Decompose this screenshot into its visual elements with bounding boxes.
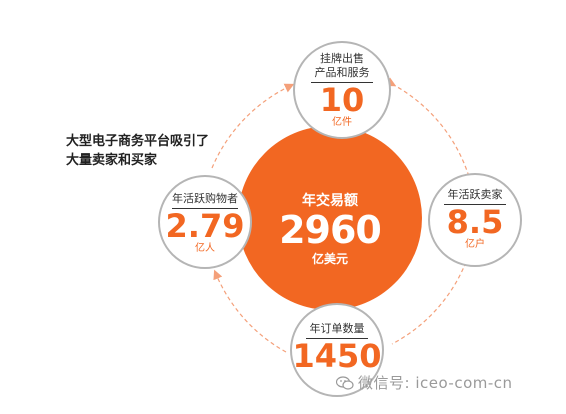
node-buyers-rule (172, 208, 238, 209)
node-listings: 挂牌出售 产品和服务 10 亿件 (297, 52, 387, 129)
node-buyers-unit: 亿人 (195, 243, 215, 254)
wechat-icon (336, 376, 354, 390)
watermark: 微信号: iceo-com-cn (336, 372, 513, 393)
center-stat: 年交易额 2960 亿美元 (260, 190, 400, 267)
node-orders-rule (306, 338, 368, 339)
node-listings-unit: 亿件 (332, 117, 352, 128)
node-sellers: 年活跃卖家 8.5 亿户 (430, 188, 520, 251)
flow-arrow-top-right (385, 77, 471, 181)
headline: 大型电子商务平台吸引了 大量卖家和买家 (66, 132, 209, 170)
node-sellers-rule (444, 204, 506, 205)
node-sellers-unit: 亿户 (465, 239, 485, 250)
watermark-text: 微信号: iceo-com-cn (358, 374, 513, 392)
node-listings-rule (311, 82, 373, 83)
node-circle-top (293, 41, 391, 139)
node-buyers-label: 年活跃购物者 (172, 192, 238, 205)
node-listings-label-2: 产品和服务 (314, 66, 370, 79)
node-orders-label: 年订单数量 (309, 322, 365, 335)
node-sellers-value: 8.5 (446, 203, 504, 241)
center-unit: 亿美元 (311, 252, 348, 266)
node-circle-right (428, 173, 522, 267)
center-value: 2960 (279, 208, 382, 252)
node-listings-value: 10 (319, 81, 365, 119)
center-title: 年交易额 (302, 193, 358, 209)
headline-line-2: 大量卖家和买家 (66, 153, 158, 168)
node-buyers-value: 2.79 (165, 207, 245, 245)
node-listings-label-1: 挂牌出售 (320, 52, 364, 65)
node-orders-value: 1450 (292, 337, 382, 375)
headline-line-1: 大型电子商务平台吸引了 (66, 134, 210, 149)
node-orders: 年订单数量 1450 (292, 322, 382, 373)
flow-arrow-right-bottom (391, 255, 473, 345)
center-circle (238, 126, 422, 310)
node-sellers-label: 年活跃卖家 (447, 188, 503, 201)
flow-arrow-left-top (211, 83, 295, 169)
node-circle-left (158, 175, 252, 269)
node-buyers: 年活跃购物者 2.79 亿人 (158, 192, 252, 255)
node-circle-bottom (290, 303, 384, 397)
